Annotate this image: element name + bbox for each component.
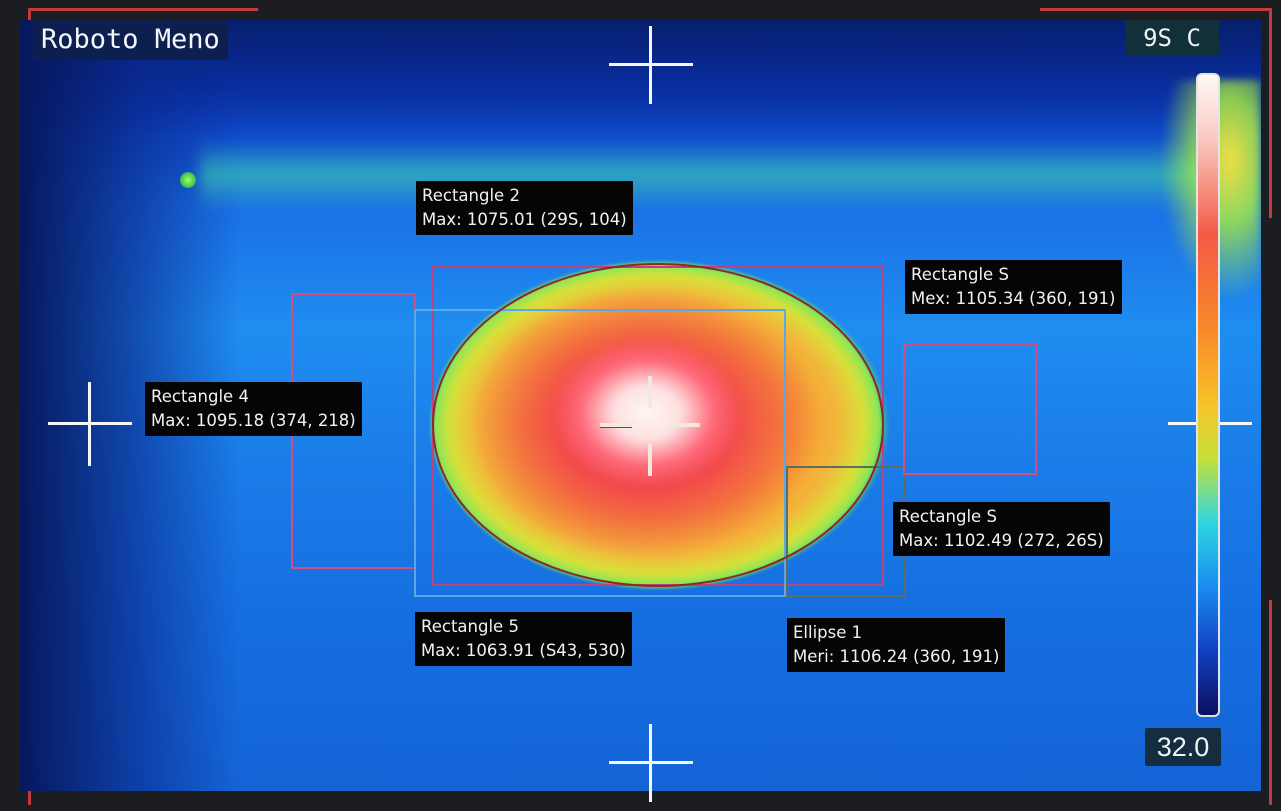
- frame-corner-bottom-right-v: [1269, 600, 1272, 805]
- roi-label-title: Rectangle S: [899, 507, 997, 526]
- roi-label-rectangle-4[interactable]: Rectangle 4 Max: 1095.18 (374, 218): [145, 382, 362, 436]
- crosshair-icon-bottom: [609, 724, 693, 802]
- roi-rectangle-s-right-box[interactable]: [903, 343, 1037, 475]
- roi-label-title: Ellipse 1: [793, 623, 863, 642]
- roi-label-rectangle-2[interactable]: Rectangle 2 Max: 1075.01 (29S, 104): [416, 181, 633, 235]
- roi-label-rectangle-5[interactable]: Rectangle 5 Max: 1063.91 (S43, 530): [415, 612, 632, 666]
- roi-label-title: Rectangle S: [911, 265, 1009, 284]
- roi-label-reading: Meri: 1106.24 (360, 191): [793, 647, 1000, 666]
- thermal-warm-band: [200, 140, 1200, 210]
- center-reticle-icon: [600, 376, 700, 476]
- roi-label-reading: Max: 1102.49 (272, 26S): [899, 531, 1104, 550]
- roi-label-title: Rectangle 5: [421, 617, 519, 636]
- roi-label-ellipse-1[interactable]: Ellipse 1 Meri: 1106.24 (360, 191): [787, 618, 1006, 672]
- roi-label-reading: Mex: 1105.34 (360, 191): [911, 289, 1116, 308]
- frame-corner-top-right-v: [1269, 8, 1272, 218]
- temperature-min-readout: 32.0: [1145, 728, 1221, 766]
- roi-label-title: Rectangle 2: [422, 186, 520, 205]
- roi-ellipse-1-outline[interactable]: [432, 263, 884, 587]
- roi-label-rectangle-s-upper[interactable]: Rectangle S Mex: 1105.34 (360, 191): [905, 260, 1122, 314]
- roi-label-rectangle-s-lower[interactable]: Rectangle S Max: 1102.49 (272, 26S): [893, 502, 1110, 556]
- roi-label-title: Rectangle 4: [151, 387, 249, 406]
- temperature-colorbar: [1196, 73, 1220, 717]
- crosshair-icon-top: [609, 26, 693, 104]
- frame-corner-top-left-h: [28, 8, 258, 11]
- roi-label-reading: Max: 1063.91 (S43, 530): [421, 641, 626, 660]
- crosshair-icon-left: [48, 382, 132, 466]
- thermal-hotspot-small: [180, 172, 196, 188]
- roi-label-reading: Max: 1075.01 (29S, 104): [422, 210, 627, 229]
- frame-corner-top-right-h: [1040, 8, 1272, 11]
- temperature-max-readout: 9S C: [1125, 20, 1219, 56]
- roi-label-reading: Max: 1095.18 (374, 218): [151, 411, 356, 430]
- camera-name-label: Roboto Meno: [33, 20, 228, 60]
